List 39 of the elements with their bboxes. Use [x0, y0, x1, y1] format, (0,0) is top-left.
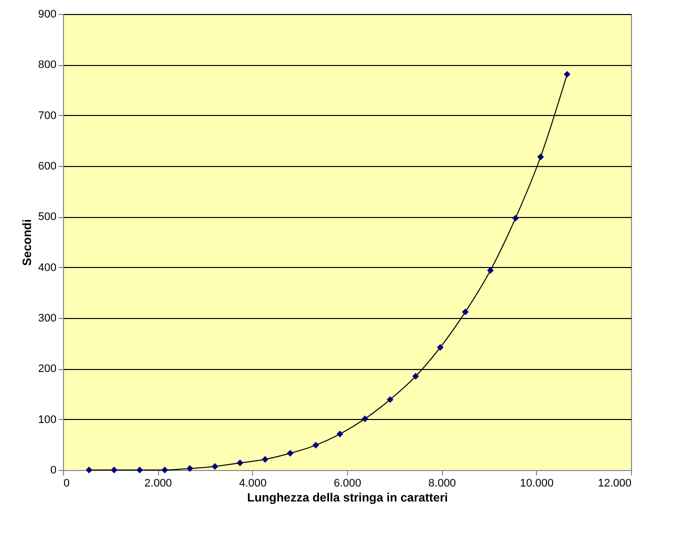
- y-tick-label: 0: [50, 464, 56, 476]
- point: [161, 466, 168, 474]
- point: [262, 456, 268, 463]
- y-tick-label: 700: [38, 110, 56, 122]
- x-tick-label: 2.000: [144, 478, 172, 490]
- x-tick-label: 10.000: [520, 478, 554, 490]
- y-axis-title: Secondi: [20, 219, 34, 266]
- x-tick-label: 8.000: [428, 478, 456, 490]
- point: [212, 463, 218, 470]
- point: [136, 466, 144, 474]
- y-tick-label: 600: [38, 160, 56, 172]
- point: [462, 308, 469, 316]
- point: [286, 450, 294, 457]
- point: [186, 465, 194, 472]
- y-tick-label: 200: [38, 363, 56, 376]
- x-tick-label: 0: [64, 478, 70, 490]
- x-tick-label: 6.000: [334, 478, 362, 490]
- y-tick-label: 500: [38, 211, 56, 224]
- point: [487, 267, 494, 274]
- y-tick-label: 800: [38, 59, 56, 72]
- point: [412, 372, 419, 380]
- point: [537, 154, 544, 160]
- x-axis-title: Lunghezza della stringa in caratteri: [247, 490, 448, 504]
- y-tick-label: 100: [38, 414, 56, 426]
- point: [312, 442, 320, 449]
- y-tick-label: 400: [38, 262, 56, 274]
- x-tick-label: 12.000: [598, 478, 632, 490]
- y-tick-label: 900: [38, 8, 56, 20]
- point: [362, 415, 368, 422]
- point: [110, 466, 118, 474]
- point: [436, 344, 444, 351]
- point: [236, 460, 244, 466]
- y-tick-label: 300: [38, 312, 56, 324]
- point: [512, 214, 519, 222]
- x-tick-label: 4.000: [239, 478, 267, 490]
- point: [386, 396, 394, 403]
- point: [336, 430, 344, 438]
- point: [564, 70, 570, 78]
- point: [86, 466, 92, 474]
